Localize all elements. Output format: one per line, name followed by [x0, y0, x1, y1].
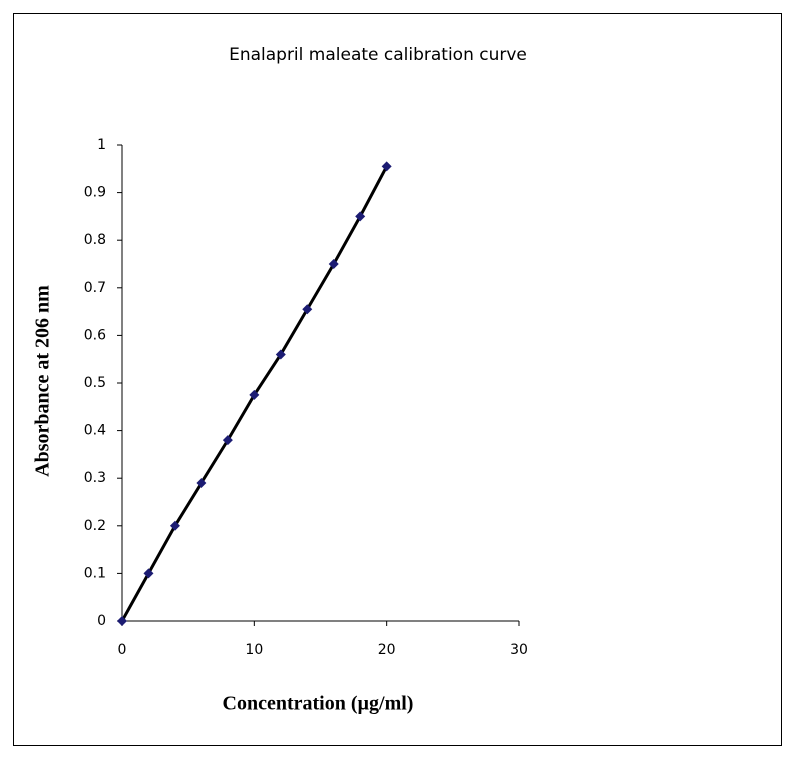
y-tick-label: 0.8	[84, 232, 106, 248]
x-tick-label: 20	[378, 642, 396, 658]
y-tick-label: 0.2	[84, 518, 106, 534]
y-tick-label: 0.1	[84, 565, 106, 581]
x-tick-label: 30	[510, 642, 528, 658]
data-point	[196, 477, 207, 488]
data-point	[275, 349, 286, 360]
chart-border	[13, 13, 782, 746]
y-tick-label: 0.5	[84, 375, 106, 391]
data-point	[328, 259, 339, 269]
data-point	[117, 616, 127, 626]
data-point	[169, 520, 180, 531]
data-point	[222, 435, 233, 446]
chart-title: Enalapril maleate calibration curve	[229, 45, 527, 65]
y-tick-label: 0.4	[84, 423, 106, 439]
y-axis-title: Absorbance at 206 nm	[32, 285, 54, 477]
y-tick-label: 0.9	[84, 185, 106, 201]
y-tick-label: 0.6	[84, 327, 106, 343]
data-point	[381, 161, 392, 172]
data-point	[355, 211, 366, 222]
x-tick-label: 0	[118, 642, 127, 658]
data-point	[302, 304, 313, 315]
y-tick-label: 0.7	[84, 280, 106, 296]
data-point	[249, 389, 260, 400]
y-tick-label: 0	[97, 613, 106, 629]
y-tick-label: 1	[97, 137, 106, 153]
x-tick-label: 10	[245, 642, 263, 658]
data-point	[143, 568, 154, 579]
x-axis-title: Concentration (µg/ml)	[223, 693, 414, 715]
y-tick-label: 0.3	[84, 470, 106, 486]
